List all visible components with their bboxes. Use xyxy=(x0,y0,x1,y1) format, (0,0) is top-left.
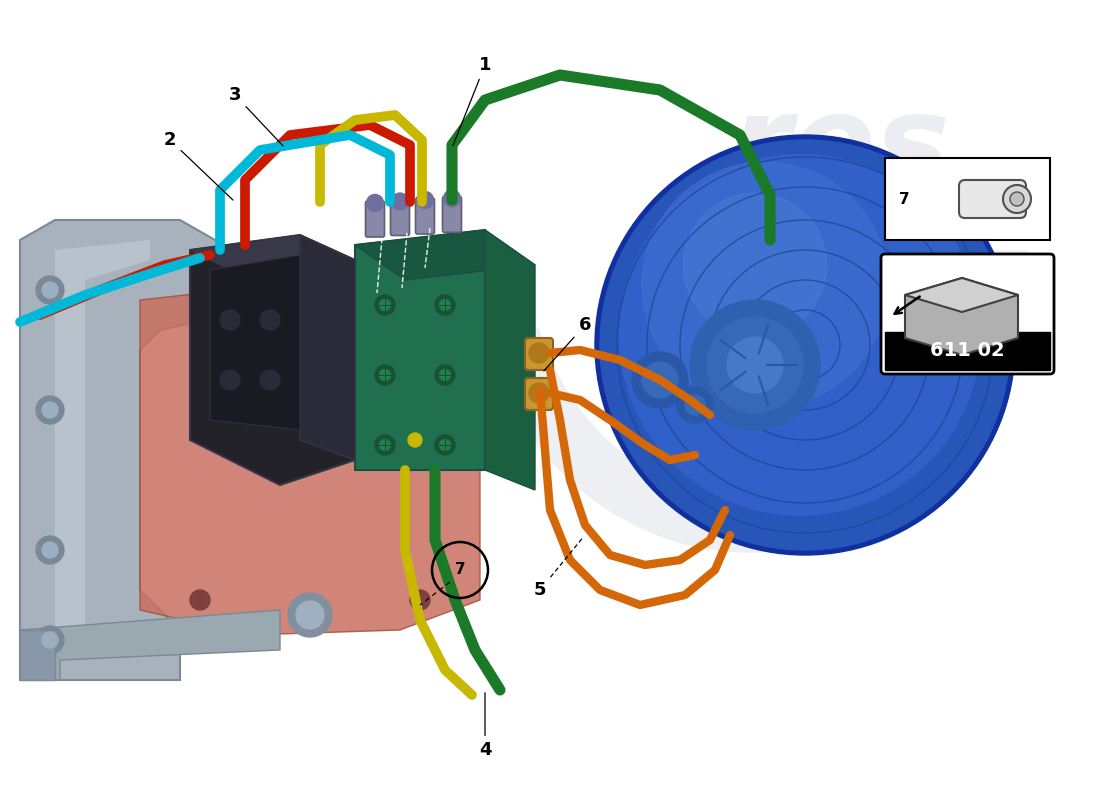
FancyBboxPatch shape xyxy=(525,338,553,370)
Circle shape xyxy=(260,310,280,330)
Text: 7: 7 xyxy=(454,562,465,578)
Text: 5: 5 xyxy=(534,537,583,599)
Polygon shape xyxy=(20,610,281,680)
Text: 6: 6 xyxy=(543,316,592,371)
Circle shape xyxy=(440,370,451,381)
FancyBboxPatch shape xyxy=(886,158,1050,240)
Text: res: res xyxy=(729,90,950,210)
Circle shape xyxy=(392,193,408,210)
Circle shape xyxy=(375,435,395,455)
Circle shape xyxy=(379,439,390,450)
FancyBboxPatch shape xyxy=(442,196,462,232)
Text: 3: 3 xyxy=(229,86,283,146)
Circle shape xyxy=(417,191,433,209)
Polygon shape xyxy=(210,255,300,430)
Circle shape xyxy=(375,295,395,315)
Polygon shape xyxy=(140,280,480,635)
Circle shape xyxy=(42,542,58,558)
Text: 4: 4 xyxy=(478,693,492,759)
Circle shape xyxy=(727,337,783,393)
Circle shape xyxy=(529,343,549,363)
Circle shape xyxy=(379,299,390,310)
Circle shape xyxy=(42,632,58,648)
Polygon shape xyxy=(355,230,485,470)
Circle shape xyxy=(190,590,210,610)
Circle shape xyxy=(685,395,705,415)
Circle shape xyxy=(434,435,455,455)
Text: 2: 2 xyxy=(164,131,233,200)
Circle shape xyxy=(36,626,64,654)
Circle shape xyxy=(375,365,395,385)
Circle shape xyxy=(220,310,240,330)
FancyBboxPatch shape xyxy=(886,332,1050,370)
Circle shape xyxy=(42,282,58,298)
Circle shape xyxy=(410,590,430,610)
Text: autoparts
since 1985: autoparts since 1985 xyxy=(666,351,794,449)
Circle shape xyxy=(619,154,980,515)
Circle shape xyxy=(1010,192,1024,206)
Circle shape xyxy=(600,140,1010,550)
Circle shape xyxy=(260,370,280,390)
Circle shape xyxy=(707,317,803,413)
Circle shape xyxy=(676,387,713,423)
Circle shape xyxy=(434,295,455,315)
Circle shape xyxy=(408,433,422,447)
Text: 611 02: 611 02 xyxy=(931,342,1004,361)
Circle shape xyxy=(42,402,58,418)
Circle shape xyxy=(434,365,455,385)
Polygon shape xyxy=(905,278,1018,312)
Circle shape xyxy=(529,383,549,403)
Polygon shape xyxy=(355,230,535,280)
Polygon shape xyxy=(20,630,55,680)
Circle shape xyxy=(296,601,324,629)
FancyBboxPatch shape xyxy=(390,199,409,235)
Polygon shape xyxy=(55,240,150,650)
FancyBboxPatch shape xyxy=(525,378,553,410)
Circle shape xyxy=(366,194,384,211)
Polygon shape xyxy=(905,278,1018,355)
Circle shape xyxy=(1003,185,1031,213)
Polygon shape xyxy=(190,235,355,280)
Circle shape xyxy=(440,439,451,450)
Circle shape xyxy=(683,194,827,337)
FancyBboxPatch shape xyxy=(365,201,385,237)
Circle shape xyxy=(379,370,390,381)
Polygon shape xyxy=(300,235,355,460)
Circle shape xyxy=(36,536,64,564)
FancyBboxPatch shape xyxy=(959,180,1026,218)
Circle shape xyxy=(595,135,1015,555)
Circle shape xyxy=(36,396,64,424)
Circle shape xyxy=(440,299,451,310)
FancyBboxPatch shape xyxy=(881,254,1054,374)
Circle shape xyxy=(690,300,820,430)
Text: 1: 1 xyxy=(453,56,492,146)
Circle shape xyxy=(632,352,688,408)
Circle shape xyxy=(36,276,64,304)
FancyBboxPatch shape xyxy=(416,198,434,234)
Polygon shape xyxy=(190,235,355,485)
Polygon shape xyxy=(485,230,535,490)
Circle shape xyxy=(443,190,461,207)
Circle shape xyxy=(288,593,332,637)
Circle shape xyxy=(220,370,240,390)
Text: 7: 7 xyxy=(899,191,910,206)
Polygon shape xyxy=(20,220,250,680)
Circle shape xyxy=(642,362,678,398)
Circle shape xyxy=(642,162,888,408)
